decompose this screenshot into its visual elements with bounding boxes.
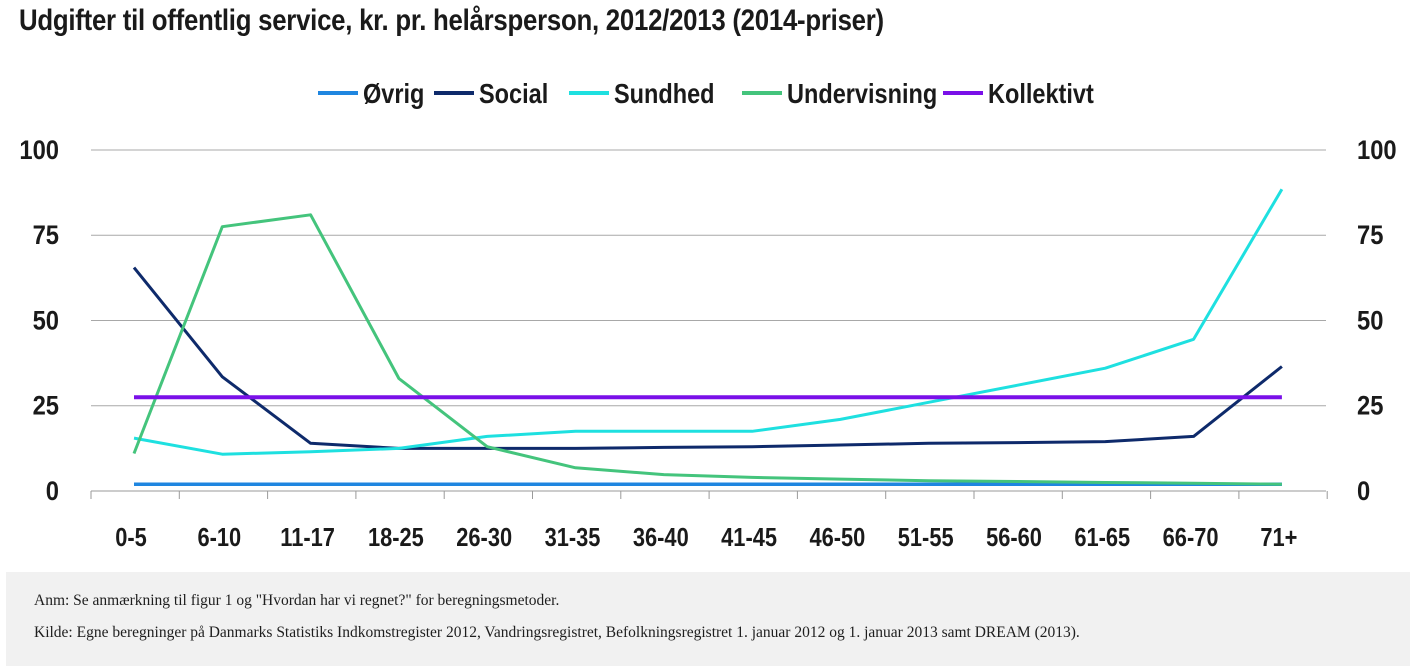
- y-tick-label-right: 0: [1357, 477, 1370, 507]
- notes-box: Anm: Se anmærkning til figur 1 og "Hvord…: [6, 572, 1410, 666]
- x-tick-label: 66-70: [1163, 523, 1219, 552]
- note-anm: Anm: Se anmærkning til figur 1 og "Hvord…: [34, 592, 559, 610]
- x-tick-label: 11-17: [280, 523, 335, 552]
- series-line-sundhed: [134, 189, 1282, 454]
- y-tick-label-right: 50: [1357, 306, 1383, 336]
- legend-label: Øvrig: [363, 79, 424, 109]
- x-tick-label: 51-55: [898, 523, 954, 552]
- x-tick-label: 6-10: [197, 523, 241, 552]
- y-tick-label-right: 75: [1357, 221, 1383, 251]
- y-axis-left: 0 25 50 75 100: [19, 136, 59, 507]
- series-line-undervisning: [134, 215, 1282, 484]
- x-tick-label: 31-35: [545, 523, 601, 552]
- y-tick-label-left: 25: [33, 391, 59, 421]
- legend-label: Social: [479, 79, 548, 109]
- x-tick-label: 61-65: [1074, 523, 1130, 552]
- legend-label: Undervisning: [787, 79, 937, 109]
- line-chart: Øvrig Social Sundhed Undervisning Kollektivt…: [0, 0, 1416, 572]
- x-tick-label: 0-5: [115, 523, 147, 552]
- y-tick-label-left: 50: [33, 306, 59, 336]
- y-axis-right: 0 25 50 75 100: [1357, 136, 1397, 507]
- x-axis: 0-5 6-10 11-17 18-25 26-30 31-35 36-40 41-45 46-…: [91, 491, 1327, 552]
- y-tick-label-left: 0: [46, 477, 59, 507]
- x-tick-label: 18-25: [368, 523, 424, 552]
- y-tick-label-left: 75: [33, 221, 59, 251]
- note-kilde: Kilde: Egne beregninger på Danmarks Stat…: [34, 624, 1080, 642]
- series-lines: [134, 189, 1282, 484]
- legend: Øvrig Social Sundhed Undervisning Kollektivt: [318, 79, 1094, 109]
- series-line-social: [134, 268, 1282, 449]
- legend-label: Sundhed: [614, 79, 715, 109]
- y-tick-label-left: 100: [19, 136, 59, 166]
- x-tick-label: 41-45: [721, 523, 777, 552]
- x-tick-label: 26-30: [456, 523, 512, 552]
- x-tick-label: 56-60: [986, 523, 1042, 552]
- y-tick-label-right: 25: [1357, 391, 1383, 421]
- x-tick-label: 46-50: [809, 523, 865, 552]
- x-tick-label: 36-40: [633, 523, 689, 552]
- legend-label: Kollektivt: [988, 79, 1094, 109]
- y-tick-label-right: 100: [1357, 136, 1397, 166]
- x-tick-label: 71+: [1260, 523, 1297, 552]
